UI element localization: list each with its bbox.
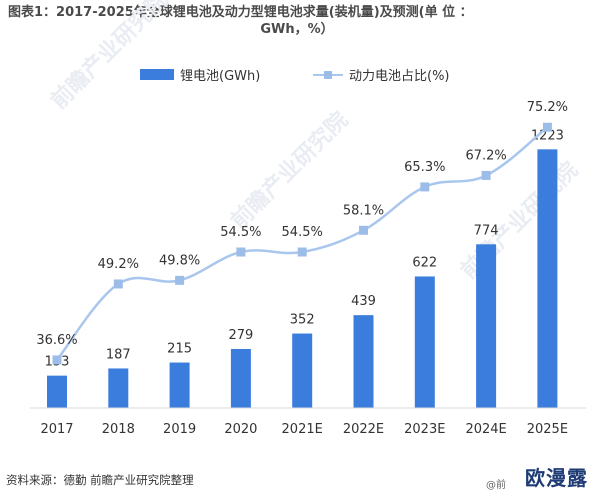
legend-line-marker xyxy=(324,71,332,79)
legend-bar-label: 锂电池(GWh) xyxy=(180,69,260,84)
x-tick-2025E: 2025E xyxy=(527,422,568,437)
bar-value-labels: 1531872152793524396227741223 xyxy=(45,128,564,369)
bar-label-2020: 279 xyxy=(228,328,253,343)
line-point-2022E xyxy=(359,225,368,235)
line-label-2018: 49.2% xyxy=(98,257,139,272)
bar-2023E xyxy=(414,276,435,408)
bar-label-2025E: 1223 xyxy=(531,128,564,143)
x-tick-2022E: 2022E xyxy=(343,422,384,437)
watermark-corner: @前 欧漫露 xyxy=(486,462,588,494)
x-tick-labels: 2017 2018 2019 2020 2021E 2022E 2023E 2024E 2025… xyxy=(40,422,568,437)
watermark-small-text: @前 xyxy=(486,480,506,491)
bar-2019 xyxy=(169,362,190,408)
x-tick-2018: 2018 xyxy=(102,422,135,437)
x-tick-2024E: 2024E xyxy=(465,422,506,437)
legend-bar-swatch xyxy=(140,69,174,80)
legend-line-label: 动力电池占比(%) xyxy=(349,69,450,84)
line-value-labels: 36.6% 49.2% 49.8% 54.5% 54.5% 58.1% 65.3% 67.2%… xyxy=(36,100,568,348)
bar-series xyxy=(47,149,558,408)
line-label-2020: 54.5% xyxy=(220,225,261,240)
line-label-2022E: 58.1% xyxy=(343,203,384,218)
bar-label-2021E: 352 xyxy=(290,313,315,328)
line-label-2021E: 54.5% xyxy=(282,225,323,240)
title-line-1: 图表1：2017-2025年全球锂电池及动力型锂电池求量(装机量)及预测(单 位… xyxy=(8,5,473,20)
bar-label-2024E: 774 xyxy=(474,223,499,238)
x-tick-2017: 2017 xyxy=(40,422,73,437)
bar-2017 xyxy=(47,375,67,408)
watermark-2: 前瞻产业研究院 xyxy=(226,107,353,234)
x-tick-2023E: 2023E xyxy=(404,422,445,437)
x-tick-2020: 2020 xyxy=(224,422,257,437)
bar-2020 xyxy=(230,348,251,408)
watermark-badge: 欧漫露 xyxy=(525,466,588,490)
source-note: 资料来源：德勤 前瞻产业研究院整理 xyxy=(6,473,194,487)
bar-2022E xyxy=(353,315,374,408)
line-point-2023E xyxy=(420,182,430,192)
bar-2025E xyxy=(537,149,558,408)
line-markers xyxy=(52,122,552,365)
bar-label-2018: 187 xyxy=(106,347,131,362)
line-label-2024E: 67.2% xyxy=(465,148,506,163)
watermark-3: 前瞻产业研究院 xyxy=(456,157,583,284)
line-point-2025E xyxy=(542,122,552,132)
title-line-2: GWh，%） xyxy=(260,22,334,37)
x-tick-2021E: 2021E xyxy=(282,422,323,437)
line-label-2025E: 75.2% xyxy=(527,100,568,115)
line-point-2018 xyxy=(113,279,123,289)
bar-label-2019: 215 xyxy=(167,342,192,357)
chart-title: 图表1：2017-2025年全球锂电池及动力型锂电池求量(装机量)及预测(单 位… xyxy=(8,4,586,38)
line-point-2021E xyxy=(297,247,307,257)
x-tick-2019: 2019 xyxy=(163,422,196,437)
legend: 锂电池(GWh) 动力电池占比(%) xyxy=(140,69,450,84)
line-point-2017 xyxy=(52,355,62,365)
line-label-2017: 36.6% xyxy=(36,333,77,348)
line-label-2019: 49.8% xyxy=(159,253,200,268)
bar-2018 xyxy=(108,368,129,408)
bar-label-2023E: 622 xyxy=(412,255,437,270)
line-point-2019 xyxy=(175,275,185,285)
watermark-1: 前瞻产业研究院 xyxy=(46,0,173,114)
bar-2021E xyxy=(292,333,313,408)
line-point-2024E xyxy=(481,170,491,180)
line-label-2023E: 65.3% xyxy=(404,160,445,175)
bar-label-2022E: 439 xyxy=(351,294,376,309)
bar-2024E xyxy=(476,244,497,408)
line-point-2020 xyxy=(236,247,246,257)
